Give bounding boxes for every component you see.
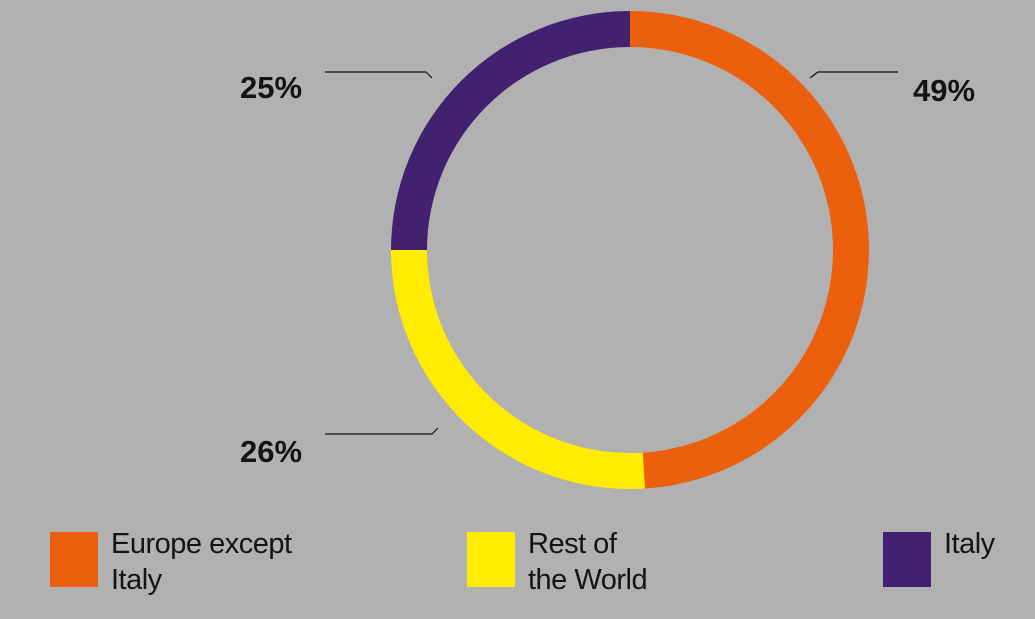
legend-label-rest-of-the-world: Rest of the World — [528, 526, 648, 598]
data-label-rest-of-the-world: 26% — [240, 434, 302, 469]
data-label-italy: 25% — [240, 70, 302, 105]
legend-swatch-italy — [883, 532, 931, 587]
leader-line-europe-except-italy — [809, 71, 898, 79]
leader-line-italy — [325, 71, 433, 79]
legend-swatch-rest-of-the-world — [467, 532, 515, 587]
leader-line-rest-of-the-world — [325, 427, 439, 435]
legend-label-line: Rest of — [528, 528, 617, 560]
legend-swatch-europe-except-italy — [50, 532, 98, 587]
donut-slice-rest-of-the-world — [391, 250, 646, 489]
legend-label-europe-except-italy: Europe except Italy — [111, 526, 292, 598]
legend-label-line: Italy — [944, 528, 995, 560]
donut-slice-europe-except-italy — [630, 11, 869, 489]
legend-label-line: Italy — [111, 564, 162, 596]
donut-slice-italy — [391, 11, 630, 250]
legend-label-italy: Italy — [944, 526, 995, 562]
data-label-europe-except-italy: 49% — [913, 73, 975, 108]
legend-label-line: Europe except — [111, 528, 292, 560]
legend-label-line: the World — [528, 564, 648, 596]
